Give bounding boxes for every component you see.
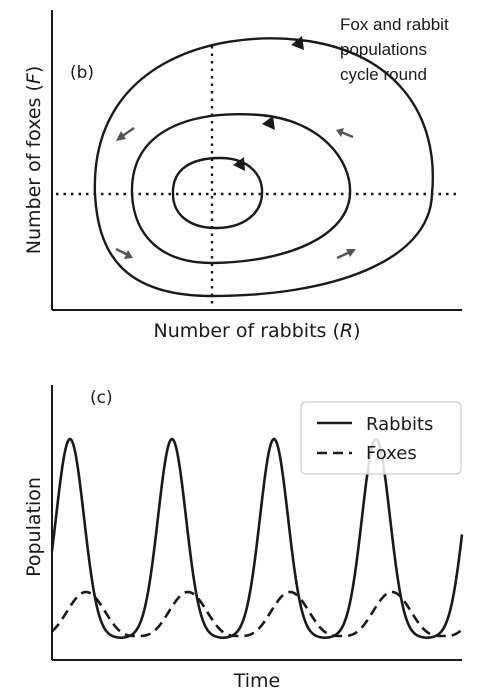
outer-orbit	[93, 37, 435, 298]
foxes-curve	[51, 590, 463, 638]
flow-arrow-upper-right	[336, 128, 354, 139]
middle-orbit-arrowhead	[262, 116, 275, 130]
panel-b-label: (b)	[70, 63, 94, 83]
panel-c-x-axis-label: Time	[233, 670, 281, 692]
flow-arrow-lower-left	[115, 247, 133, 259]
flow-arrow-upper-left	[116, 127, 135, 141]
panel-b-x-axis-label: Number of rabbits (R)	[154, 320, 361, 342]
legend: Rabbits Foxes	[300, 401, 462, 475]
legend-rabbits-label: Rabbits	[366, 414, 433, 435]
panel-c-label: (c)	[90, 388, 113, 408]
legend-box	[300, 401, 462, 475]
flow-arrow-lower-right	[336, 249, 356, 260]
panel-b-y-axis-label: Number of foxes (F)	[23, 66, 45, 255]
inner-orbit	[171, 156, 264, 230]
legend-foxes-label: Foxes	[366, 443, 417, 464]
outer-orbit-arrowhead	[291, 36, 304, 50]
middle-orbit	[130, 113, 352, 265]
annotation-line-3: cycle round	[340, 65, 427, 84]
annotation-line-1: Fox and rabbit	[340, 15, 449, 34]
phase-plane-panel: (b) Number of rabbits (R) Number of foxe…	[23, 10, 462, 342]
rabbits-curve	[50, 437, 464, 640]
panel-c-y-axis-label: Population	[23, 477, 45, 577]
annotation-line-2: populations	[340, 40, 427, 59]
annotation-note: Fox and rabbit populations cycle round	[340, 12, 486, 87]
time-series-panel: Rabbits Foxes (c) Time Population	[23, 385, 464, 692]
inner-orbit-arrowhead	[233, 157, 245, 171]
